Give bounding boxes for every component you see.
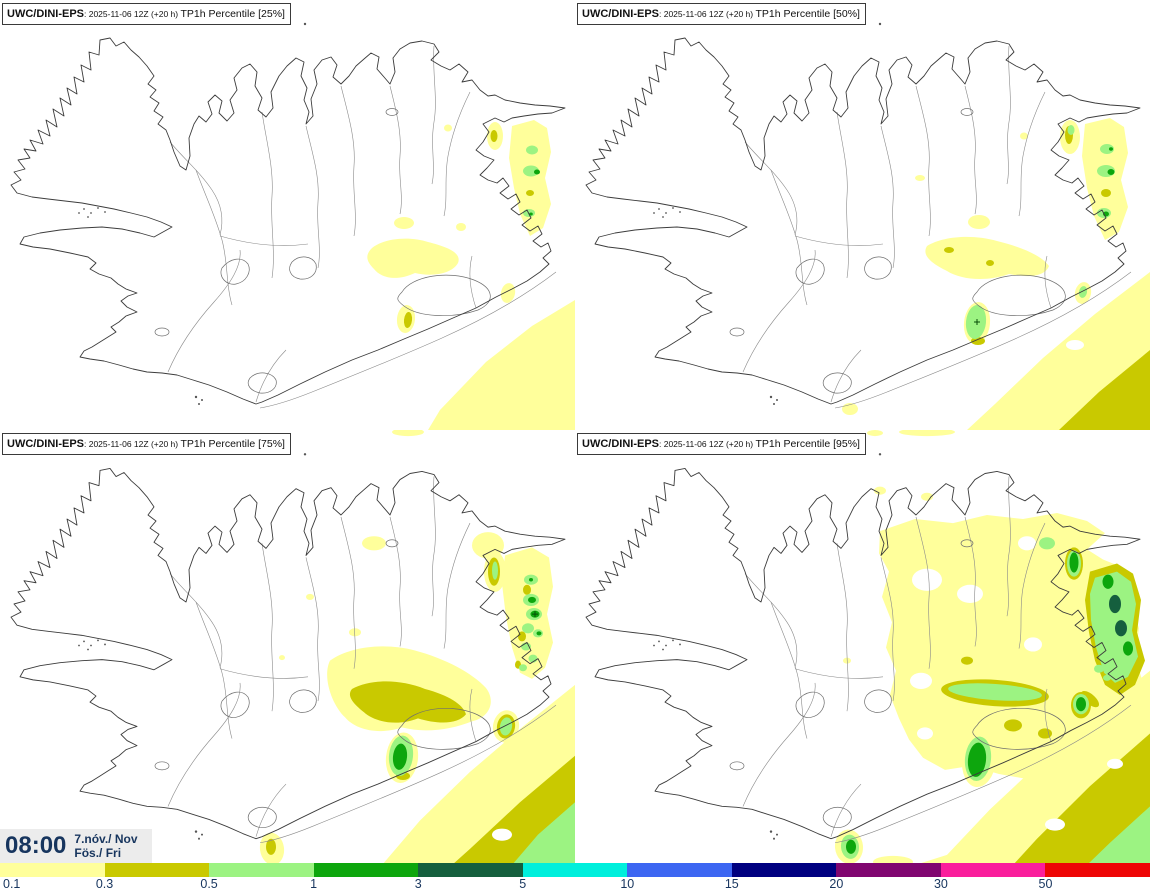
precipitation-colorbar: 0.1 0.3 0.5 1 3 5 10 15 20 30 50 <box>0 863 1150 891</box>
colorbar-label: 20 <box>829 877 844 891</box>
colorbar-segment <box>313 863 419 877</box>
colorbar-segment <box>940 863 1046 877</box>
colorbar-segment <box>731 863 837 877</box>
precip-layer-50 <box>842 118 1150 430</box>
panel-title-95: UWC/DINI-EPS: 2025-11-06 12Z (+20 h) TP1… <box>577 433 866 455</box>
colorbar-label: 0.1 <box>3 877 21 891</box>
colorbar-segment <box>0 863 105 877</box>
colorbar-labels: 0.1 0.3 0.5 1 3 5 10 15 20 30 50 <box>0 877 1150 891</box>
colorbar-segment <box>627 863 732 877</box>
map-panel-25th-percentile: UWC/DINI-EPS: 2025-11-06 12Z (+20 h) TP1… <box>0 0 575 430</box>
colorbar-label: 15 <box>724 877 739 891</box>
map-panel-50th-percentile: UWC/DINI-EPS: 2025-11-06 12Z (+20 h) TP1… <box>575 0 1150 430</box>
model-name: UWC/DINI-EPS <box>7 438 84 450</box>
precip-layer-25 <box>367 120 575 430</box>
colorbar-segment <box>1045 863 1150 877</box>
precip-layer-95 <box>834 430 1150 865</box>
map-canvas-25 <box>10 22 575 430</box>
colorbar-segment <box>418 863 523 877</box>
map-canvas-50 <box>585 22 1150 430</box>
map-canvas-75 <box>10 430 575 865</box>
product-name: TP1h Percentile [25%] <box>180 8 285 20</box>
model-name: UWC/DINI-EPS <box>582 438 659 450</box>
colorbar-label: 0.5 <box>200 877 218 891</box>
product-name: TP1h Percentile [95%] <box>755 438 860 450</box>
colorbar-label: 10 <box>620 877 635 891</box>
valid-time-box: 08:00 7.nóv./ Nov Fös./ Fri <box>0 829 152 863</box>
valid-date: 7.nóv./ Nov Fös./ Fri <box>74 832 137 860</box>
panel-title-50: UWC/DINI-EPS: 2025-11-06 12Z (+20 h) TP1… <box>577 3 866 25</box>
model-name: UWC/DINI-EPS <box>582 8 659 20</box>
run-info: : 2025-11-06 12Z (+20 h) <box>659 439 756 449</box>
run-info: : 2025-11-06 12Z (+20 h) <box>84 439 181 449</box>
colorbar-label: 50 <box>1038 877 1053 891</box>
panel-title-25: UWC/DINI-EPS: 2025-11-06 12Z (+20 h) TP1… <box>2 3 291 25</box>
colorbar-segments <box>0 863 1150 877</box>
map-panel-95th-percentile: UWC/DINI-EPS: 2025-11-06 12Z (+20 h) TP1… <box>575 430 1150 865</box>
model-name: UWC/DINI-EPS <box>7 8 84 20</box>
colorbar-label: 3 <box>414 877 422 891</box>
map-panel-75th-percentile: UWC/DINI-EPS: 2025-11-06 12Z (+20 h) TP1… <box>0 430 575 865</box>
colorbar-segment <box>522 863 628 877</box>
valid-date-line1: 7.nóv./ Nov <box>74 832 138 846</box>
panel-title-75: UWC/DINI-EPS: 2025-11-06 12Z (+20 h) TP1… <box>2 433 291 455</box>
colorbar-segment <box>209 863 314 877</box>
colorbar-label: 0.3 <box>95 877 114 891</box>
precip-layer-75 <box>259 430 575 865</box>
valid-date-line2: Fös./ Fri <box>74 846 122 860</box>
run-info: : 2025-11-06 12Z (+20 h) <box>659 9 756 19</box>
product-name: TP1h Percentile [50%] <box>755 8 860 20</box>
product-name: TP1h Percentile [75%] <box>180 438 285 450</box>
colorbar-segment <box>836 863 941 877</box>
valid-time: 08:00 <box>5 832 67 859</box>
colorbar-label: 30 <box>933 877 948 891</box>
run-info: : 2025-11-06 12Z (+20 h) <box>84 9 181 19</box>
colorbar-label: 5 <box>519 877 527 891</box>
colorbar-label: 1 <box>310 877 318 891</box>
map-canvas-95 <box>585 430 1150 865</box>
colorbar-segment <box>104 863 210 877</box>
